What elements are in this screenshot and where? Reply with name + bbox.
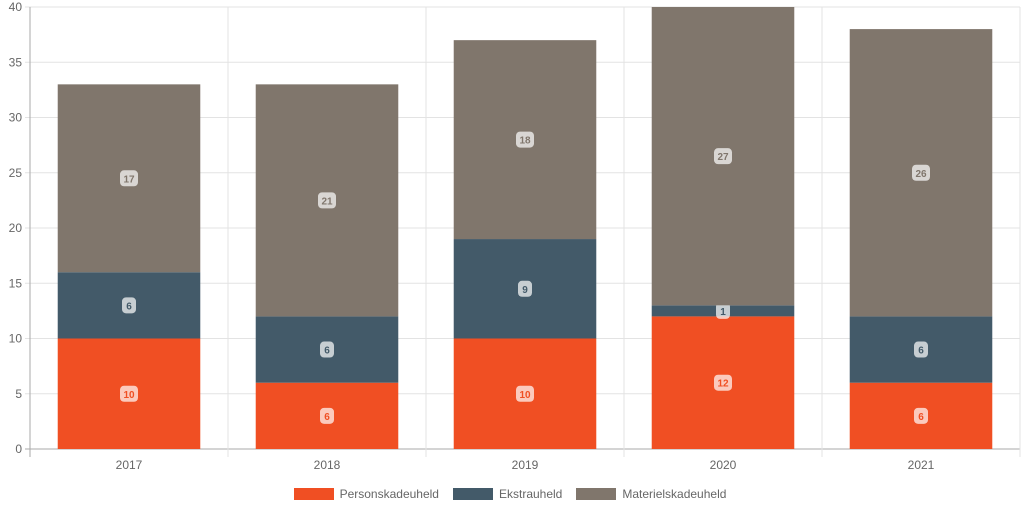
legend-swatch <box>452 488 493 500</box>
data-label-box <box>120 385 138 402</box>
y-tick-label: 0 <box>15 442 22 456</box>
legend-swatch <box>576 488 617 500</box>
y-tick-label: 35 <box>9 55 23 69</box>
y-tick-label: 30 <box>9 111 23 125</box>
y-tick-label: 25 <box>9 166 23 180</box>
data-label: 6 <box>324 346 330 357</box>
data-label: 21 <box>321 196 333 207</box>
data-label-box <box>120 170 138 187</box>
x-tick-label: 2021 <box>908 458 935 472</box>
data-label-box <box>714 374 732 391</box>
legend-item[interactable]: Materielskadeuheld <box>576 487 726 501</box>
data-label: 12 <box>717 379 729 390</box>
x-tick-label: 2017 <box>116 458 143 472</box>
data-label-box <box>914 341 928 358</box>
x-tick-label: 2018 <box>314 458 341 472</box>
data-label-box <box>320 341 334 358</box>
data-label-box <box>318 192 336 209</box>
legend-item[interactable]: Personskadeuheld <box>293 487 439 501</box>
data-label: 9 <box>522 285 528 296</box>
y-tick-label: 15 <box>9 276 23 290</box>
data-label: 27 <box>717 152 729 163</box>
data-label-box <box>714 148 732 165</box>
data-label-box <box>518 280 532 297</box>
legend-label: Ekstrauheld <box>498 487 563 501</box>
x-tick-label: 2020 <box>710 458 737 472</box>
data-label: 26 <box>915 169 927 180</box>
chart-svg: 0 5 10 15 20 25 30 35 40 10 6 17 2017 6 6 21 2018 10 9 18 20… <box>9 0 1021 472</box>
y-tick-label: 10 <box>9 332 23 346</box>
data-label: 10 <box>123 390 135 401</box>
data-label: 10 <box>519 390 531 401</box>
y-tick-label: 5 <box>15 387 22 401</box>
data-label-box <box>516 131 534 148</box>
data-label: 6 <box>126 301 132 312</box>
legend-label: Materielskadeuheld <box>622 487 727 501</box>
data-label: 1 <box>720 307 726 318</box>
data-label: 6 <box>918 412 924 423</box>
data-label-box <box>716 302 730 319</box>
data-label-box <box>320 407 334 424</box>
data-label-box <box>516 385 534 402</box>
data-label: 6 <box>918 346 924 357</box>
data-label-box <box>912 164 930 181</box>
legend: Personskadeuheld Ekstrauheld Materielskade… <box>0 487 1024 501</box>
legend-item[interactable]: Ekstrauheld <box>452 487 563 501</box>
x-tick-label: 2019 <box>512 458 539 472</box>
legend-label: Personskadeuheld <box>339 487 439 501</box>
data-label-box <box>914 407 928 424</box>
legend-swatch <box>293 488 334 500</box>
data-label: 18 <box>519 136 531 147</box>
data-label: 6 <box>324 412 330 423</box>
y-tick-label: 20 <box>9 221 23 235</box>
data-label-box <box>122 297 136 314</box>
data-label: 17 <box>123 174 135 185</box>
y-tick-label: 40 <box>9 0 23 14</box>
